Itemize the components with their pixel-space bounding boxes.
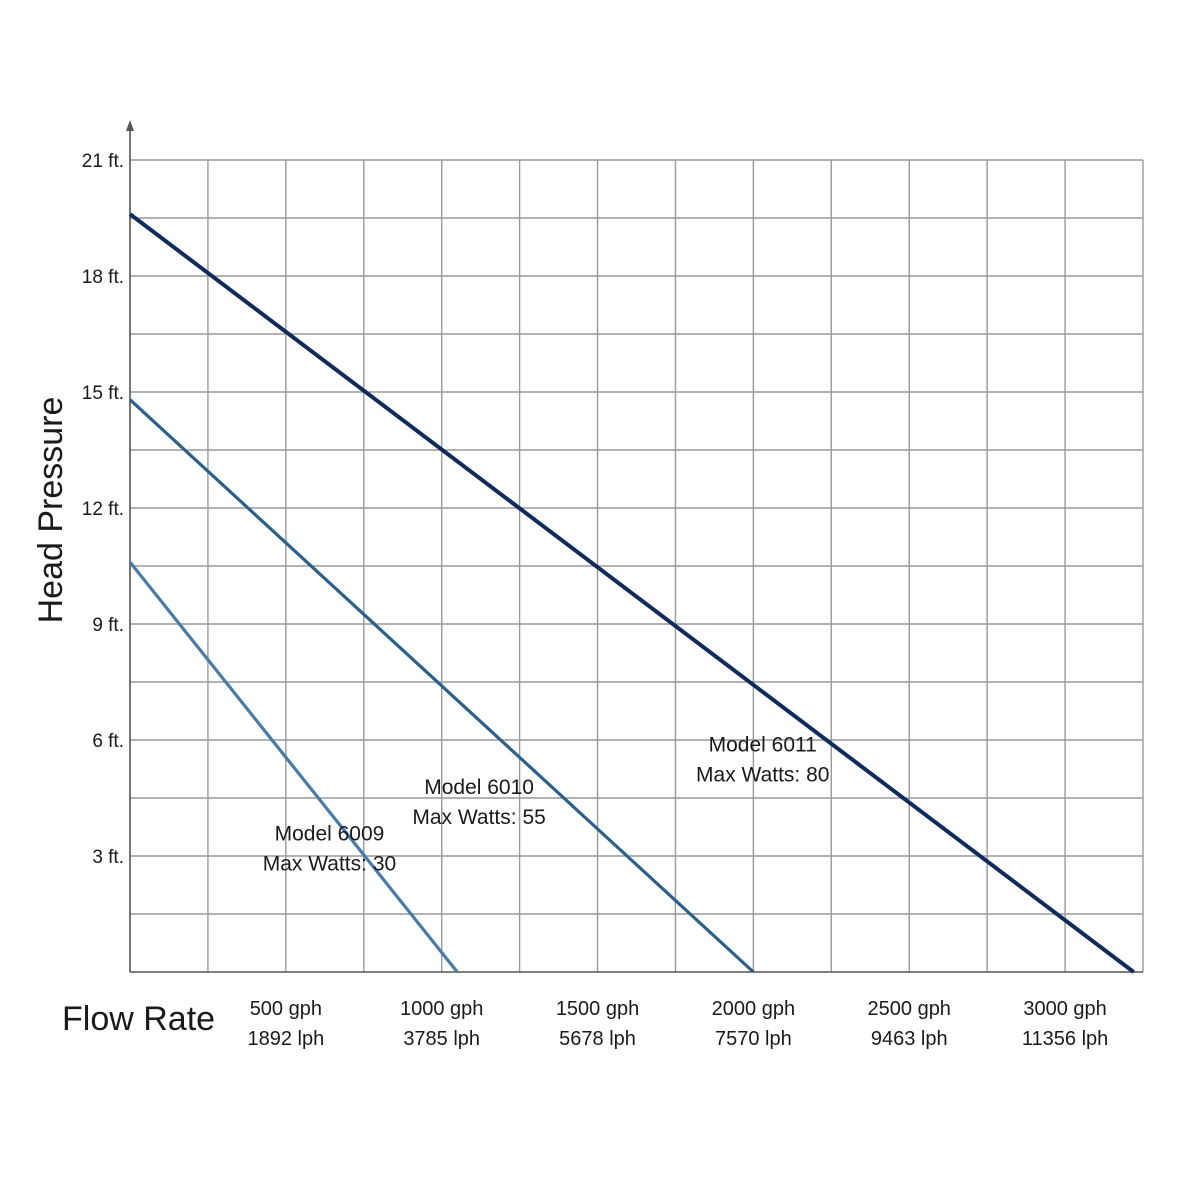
series-label-name: Model 6010 [424,776,534,799]
grid [130,159,1144,972]
x-tick-label-gph: 2000 gph [712,998,795,1020]
axes [126,120,1143,973]
y-tick-labels: 3 ft. 6 ft. 9 ft. 12 ft. 15 ft. 18 ft. 21 ft. [82,151,124,868]
series-line-model-6009 [128,561,459,973]
series-label-watts: Max Watts: 30 [263,853,396,876]
x-tick-label-gph: 1500 gph [556,998,639,1020]
y-tick-label: 21 ft. [82,151,124,172]
series-label-watts: Max Watts: 80 [696,764,829,787]
y-tick-label: 9 ft. [92,615,124,636]
x-tick-label-lph: 9463 lph [871,1028,948,1050]
series-labels: Model 6009 Max Watts: 30 Model 6010 Max Wat… [263,734,830,876]
y-tick-label: 6 ft. [92,731,124,752]
x-tick-label-gph: 500 gph [250,998,322,1020]
y-tick-label: 3 ft. [92,847,124,868]
x-tick-label-lph: 7570 lph [715,1028,792,1050]
series-line-model-6010 [128,398,755,974]
x-tick-label-lph: 5678 lph [559,1028,636,1050]
x-tick-label-lph: 3785 lph [403,1028,480,1050]
x-tick-label-gph: 3000 gph [1023,998,1106,1020]
series-label-name: Model 6011 [709,734,817,757]
series-label-watts: Max Watts: 55 [412,806,545,829]
series-line-model-6011 [128,212,1135,974]
x-tick-labels: 500 gph 1892 lph 1000 gph 3785 lph 1500 gph 5… [247,998,1108,1050]
series-lines [128,212,1135,974]
y-tick-label: 18 ft. [82,267,124,288]
y-tick-label: 15 ft. [82,383,124,404]
x-tick-label-gph: 1000 gph [400,998,483,1020]
y-axis-arrow-icon [126,120,134,131]
y-axis-title: Head Pressure [32,397,70,624]
y-tick-label: 12 ft. [82,499,124,520]
x-axis-title: Flow Rate [62,1000,215,1038]
series-label-name: Model 6009 [275,823,385,846]
x-tick-label-lph: 11356 lph [1022,1028,1108,1050]
x-tick-label-lph: 1892 lph [247,1028,324,1050]
x-tick-label-gph: 2500 gph [868,998,951,1020]
